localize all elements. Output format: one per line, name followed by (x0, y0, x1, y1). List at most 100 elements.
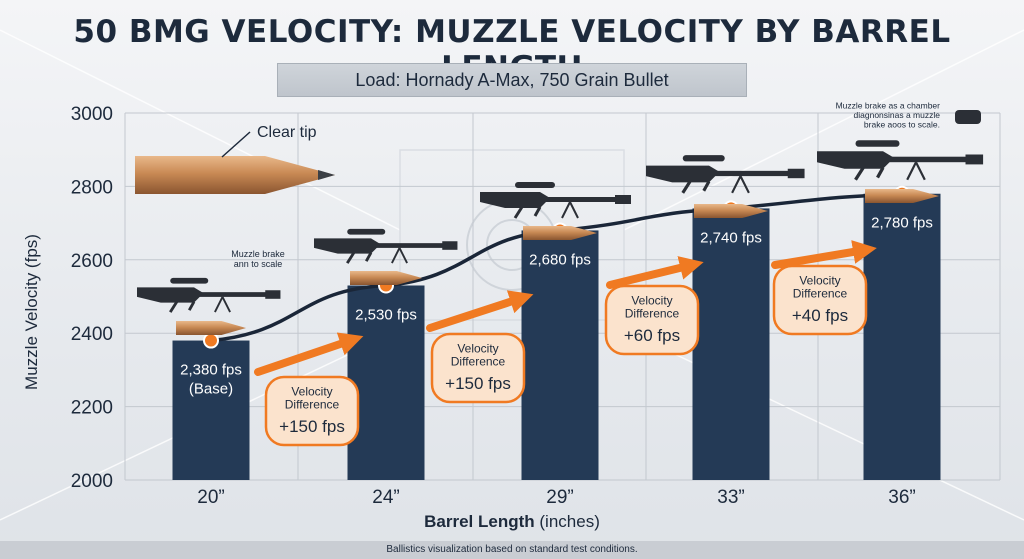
value-label: 2,740 fps (700, 229, 762, 246)
clear-tip-mark (318, 170, 335, 180)
muzzle-brake-note-small: Muzzle brake ann to scale (231, 249, 285, 269)
rifle-barrel (839, 156, 982, 163)
bar (692, 208, 770, 481)
rifle-scope (855, 140, 900, 147)
x-tick-label: 33” (717, 487, 744, 508)
difference-bubble: Velocity Difference +60 fps (604, 284, 700, 356)
rifle-stock (480, 192, 550, 208)
difference-arrow (254, 332, 364, 376)
y-tick-label: 2600 (71, 251, 113, 272)
bubble-value: +40 fps (792, 306, 848, 325)
bar (172, 340, 250, 480)
y-tick-label: 2800 (71, 177, 113, 198)
rifle-scope (347, 228, 386, 235)
y-tick-label: 2200 (71, 398, 113, 419)
muzzle-brake-note: Muzzle brake as a chamber diagnonsinas a … (836, 100, 941, 129)
difference-arrow (606, 256, 704, 289)
bubble-shape (264, 375, 360, 447)
bubble-heading: Velocity Difference (285, 384, 340, 411)
rifle-muzzle-brake (787, 168, 805, 179)
bar (521, 230, 599, 480)
value-label: 2,780 fps (871, 215, 933, 232)
rifle-36-inch (817, 140, 984, 181)
hero-bullet (135, 156, 335, 194)
rifle-scope (682, 155, 725, 162)
rifle-stock (817, 151, 894, 169)
value-label: 2,680 fps (529, 251, 591, 268)
bullet-24-inch (350, 271, 422, 285)
rifle-scope (515, 182, 555, 188)
chart-subtitle: Load: Hornady A-Max, 750 Grain Bullet (277, 63, 747, 97)
base-note: (Base) (189, 381, 233, 398)
rifle-grip (346, 251, 373, 264)
rifle-muzzle-brake (615, 195, 631, 204)
y-tick-label: 2400 (71, 324, 113, 345)
value-label: 2,380 fps (180, 362, 242, 379)
rifle-stock (137, 287, 204, 303)
footer-note: Ballistics visualization based on standa… (0, 541, 1024, 559)
x-tick-label: 36” (888, 487, 915, 508)
rifle-20-inch (137, 277, 281, 313)
rifle-grip (854, 166, 885, 181)
x-axis-label-unit: (inches) (534, 512, 600, 531)
bullet-shape (350, 271, 422, 285)
clear-tip-leader (221, 131, 251, 158)
bullet-shape (694, 204, 768, 218)
bubble-shape (430, 332, 526, 404)
rifle-bipod (906, 161, 926, 181)
x-tick-label: 20” (197, 487, 224, 508)
rifle-barrel (667, 170, 804, 177)
rifle-grip (169, 300, 196, 313)
x-axis-label-bold: Barrel Length (424, 512, 535, 531)
rifle-bipod (561, 201, 579, 219)
x-axis-label: Barrel Length (inches) (0, 512, 1024, 532)
bullet-29-inch (523, 226, 597, 240)
bubble-heading: Velocity Difference (451, 341, 506, 368)
difference-bubble: Velocity Difference +40 fps (772, 264, 868, 336)
bullet-shape (176, 321, 246, 335)
y-tick-label: 3000 (71, 104, 113, 125)
bubble-heading: Velocity Difference (625, 293, 680, 320)
bar (863, 193, 941, 481)
rifle-stock (646, 165, 720, 183)
bubble-heading: Velocity Difference (793, 273, 848, 300)
rifle-stock (314, 238, 381, 254)
x-tick-label: 29” (546, 487, 573, 508)
rifle-scope (170, 277, 209, 284)
bar (347, 285, 425, 480)
data-point (203, 332, 219, 349)
rifle-barrel (156, 292, 280, 297)
bullet-20-inch (176, 321, 246, 335)
bullet-33-inch (694, 204, 768, 218)
rifle-bipod (731, 175, 750, 194)
rifle-bipod (391, 247, 408, 264)
rifle-barrel (500, 197, 630, 202)
bullet-shape (135, 156, 335, 194)
rifle-33-inch (646, 155, 805, 194)
rifle-29-inch (480, 182, 631, 219)
rifle-muzzle-brake (442, 241, 458, 250)
clear-tip-label: Clear tip (257, 124, 317, 141)
rifle-barrel (333, 243, 457, 248)
bubble-shape (772, 264, 868, 336)
difference-bubble: Velocity Difference +150 fps (264, 375, 360, 447)
y-tick-label: 2000 (71, 471, 113, 492)
difference-arrow (426, 290, 534, 332)
x-tick-label: 24” (372, 487, 399, 508)
rifle-bipod (214, 296, 231, 313)
rifle-muzzle-brake (965, 154, 984, 165)
rifle-grip (681, 180, 711, 194)
muzzle-brake-detail-icon (955, 110, 981, 124)
y-axis-label: Muzzle Velocity (fps) (22, 234, 41, 390)
value-label: 2,530 fps (355, 306, 417, 323)
rifle-muzzle-brake (265, 290, 281, 299)
bubble-shape (604, 284, 700, 356)
bubble-value: +150 fps (445, 374, 511, 393)
difference-arrow (771, 240, 877, 269)
bullet-36-inch (865, 189, 939, 203)
bubble-value: +60 fps (624, 326, 680, 345)
rifle-grip (513, 206, 542, 219)
bullet-shape (523, 226, 597, 240)
bullet-shape (865, 189, 939, 203)
